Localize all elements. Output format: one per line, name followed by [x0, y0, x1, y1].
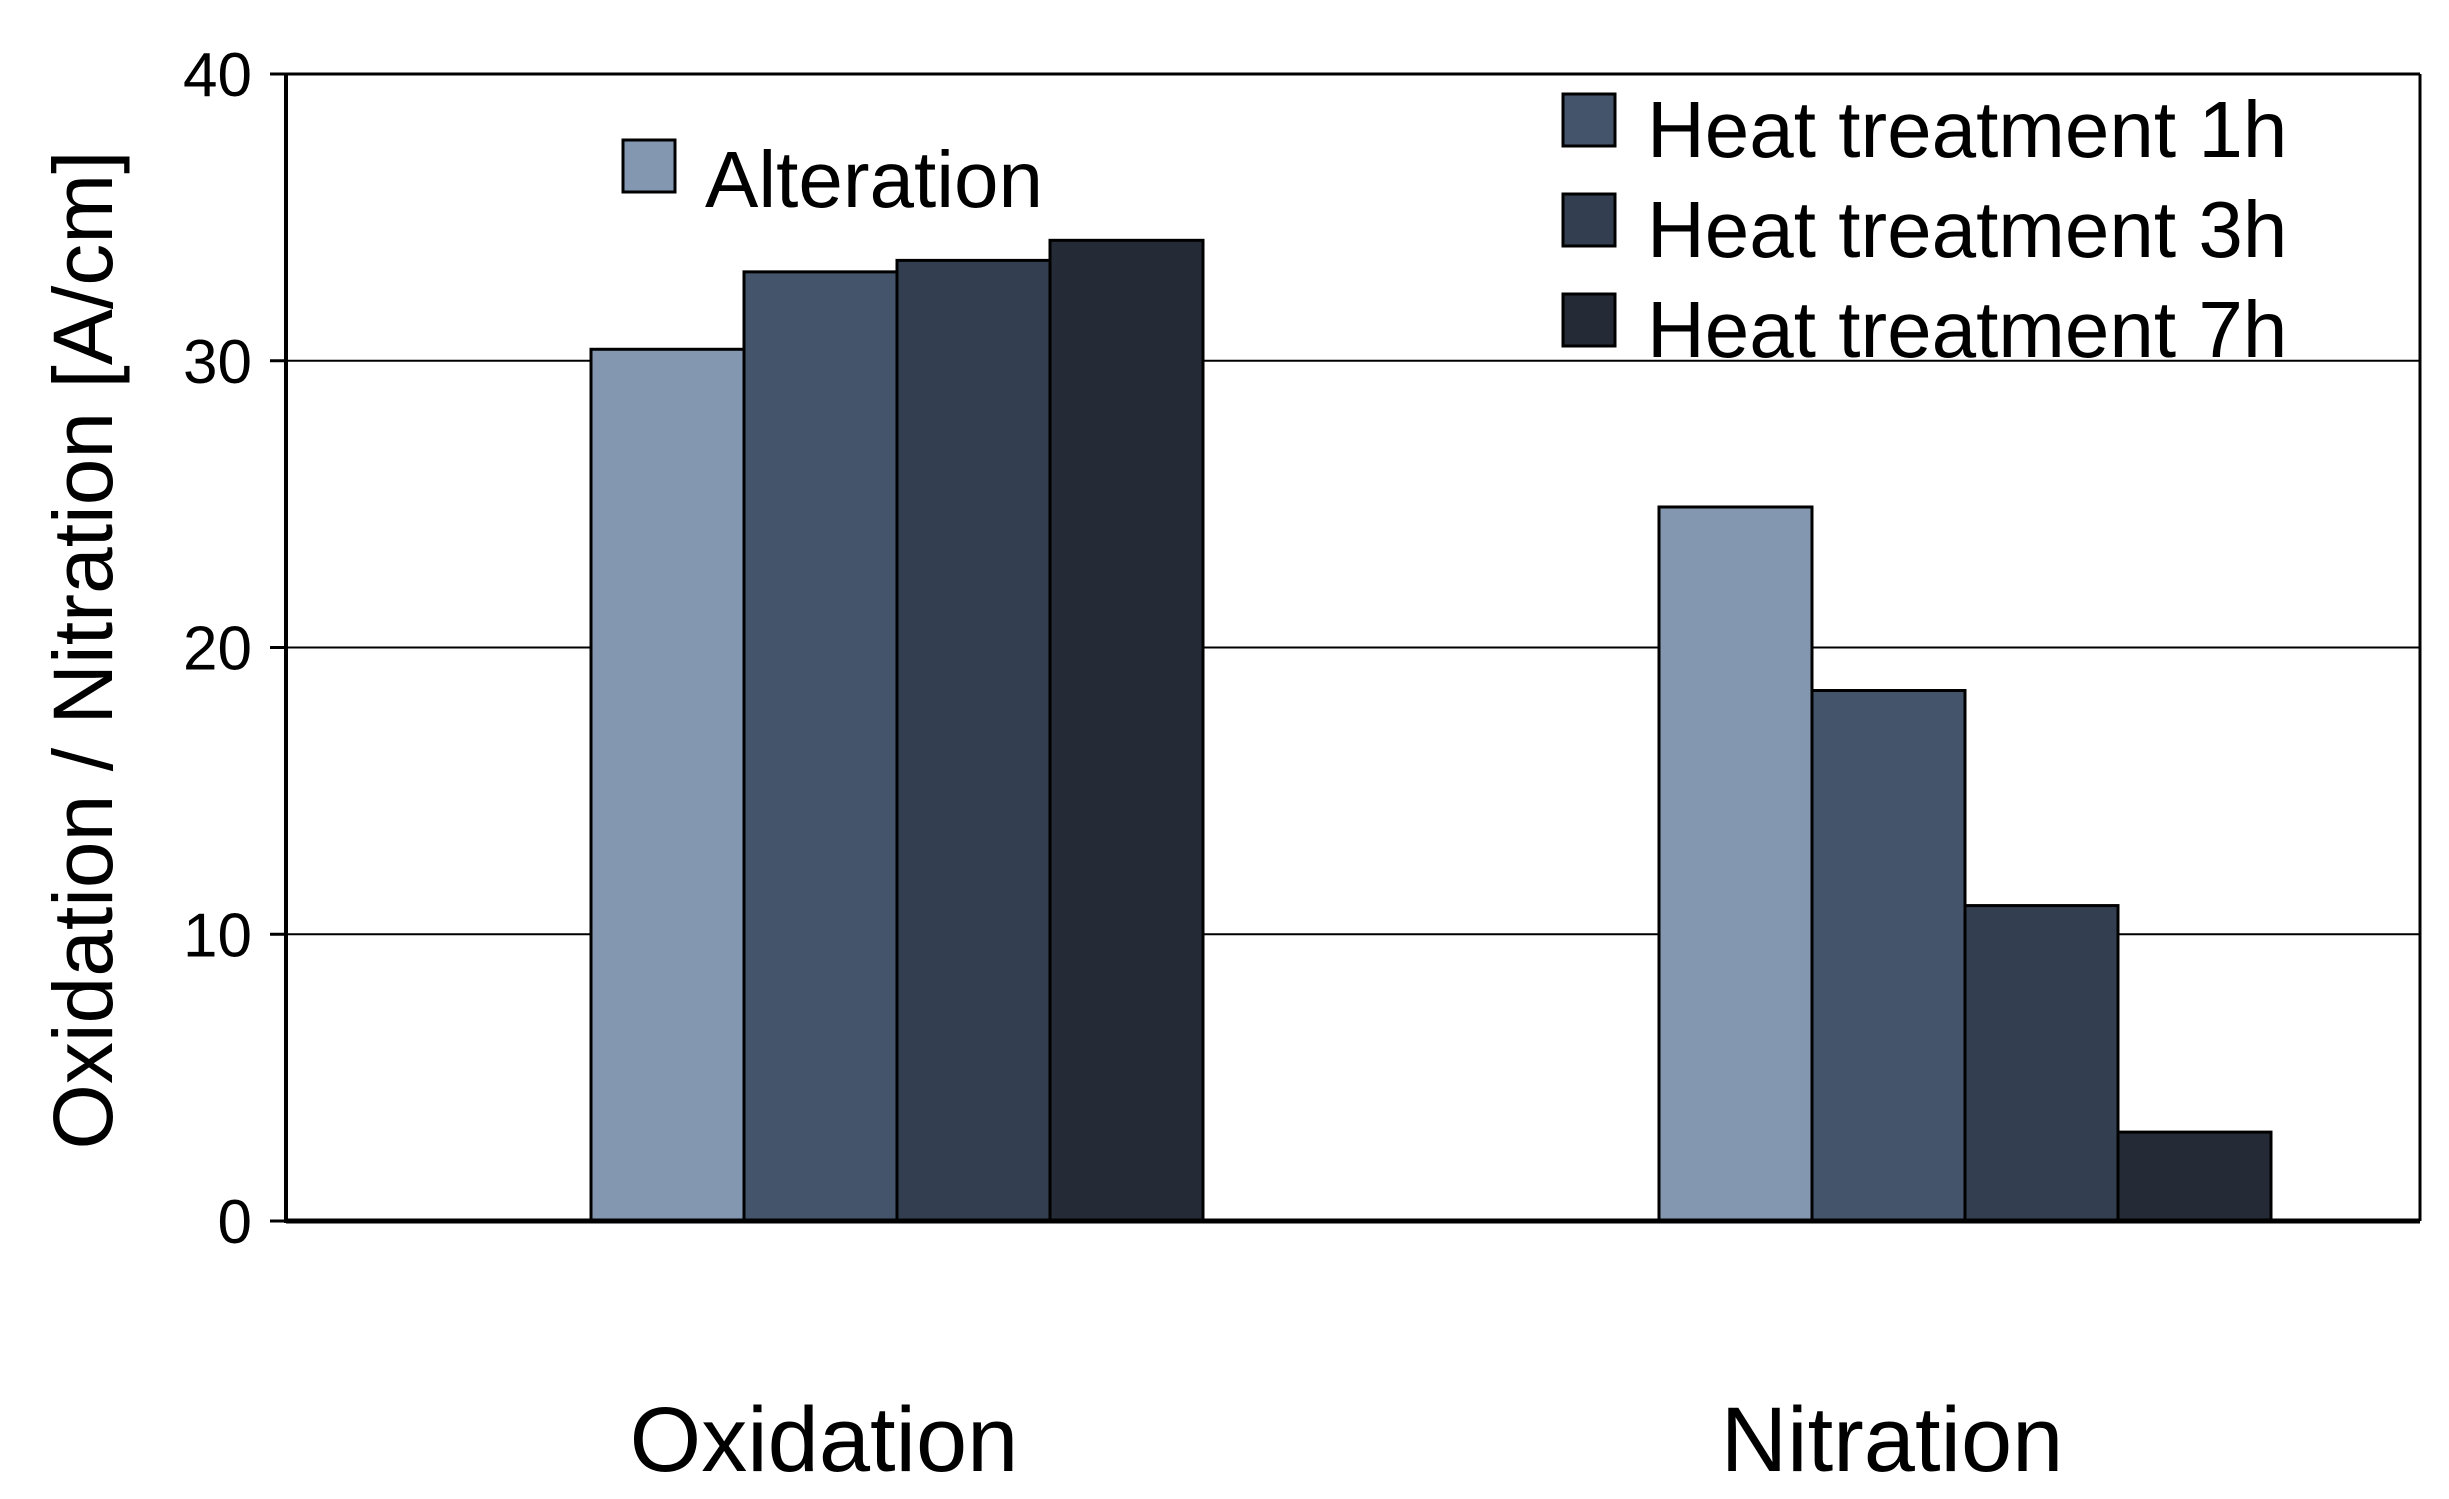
bars [589, 238, 2273, 1223]
bar-nitration-series-0 [1657, 505, 1814, 1223]
legend-swatch-3 [1561, 292, 1617, 348]
y-tick-label: 30 [183, 328, 252, 397]
legend: Alteration Heat treatment 1h Heat treatmen… [621, 85, 2287, 374]
legend-swatch-2 [1561, 192, 1617, 248]
y-tick-label: 20 [183, 615, 252, 684]
legend-swatch-1 [1561, 92, 1617, 148]
legend-swatch-0 [621, 138, 677, 194]
y-tick-label: 40 [183, 41, 252, 110]
y-axis-title: Oxidation / Nitration [A/cm] [36, 150, 130, 1149]
y-tick-label: 10 [183, 901, 252, 970]
x-category-label-nitration: Nitration [1721, 1389, 2064, 1491]
bar-nitration-series-2 [1963, 904, 2120, 1223]
legend-label-1: Heat treatment 1h [1647, 85, 2287, 174]
bar-nitration-series-3 [2116, 1130, 2273, 1223]
x-axis-category-labels: Oxidation Nitration [630, 1389, 2064, 1491]
y-axis-ticks: 0 10 20 30 40 [183, 41, 286, 1257]
y-tick-label: 0 [218, 1188, 252, 1257]
bar-oxidation-series-1 [742, 270, 899, 1223]
bar-nitration-series-1 [1810, 689, 1967, 1223]
bar-oxidation-series-3 [1048, 238, 1205, 1223]
legend-label-2: Heat treatment 3h [1647, 185, 2287, 274]
bar-oxidation-series-2 [895, 258, 1052, 1223]
x-category-label-oxidation: Oxidation [630, 1389, 1019, 1491]
legend-label-0: Alteration [705, 135, 1043, 224]
bar-oxidation-series-0 [589, 347, 746, 1223]
legend-label-3: Heat treatment 7h [1647, 285, 2287, 374]
